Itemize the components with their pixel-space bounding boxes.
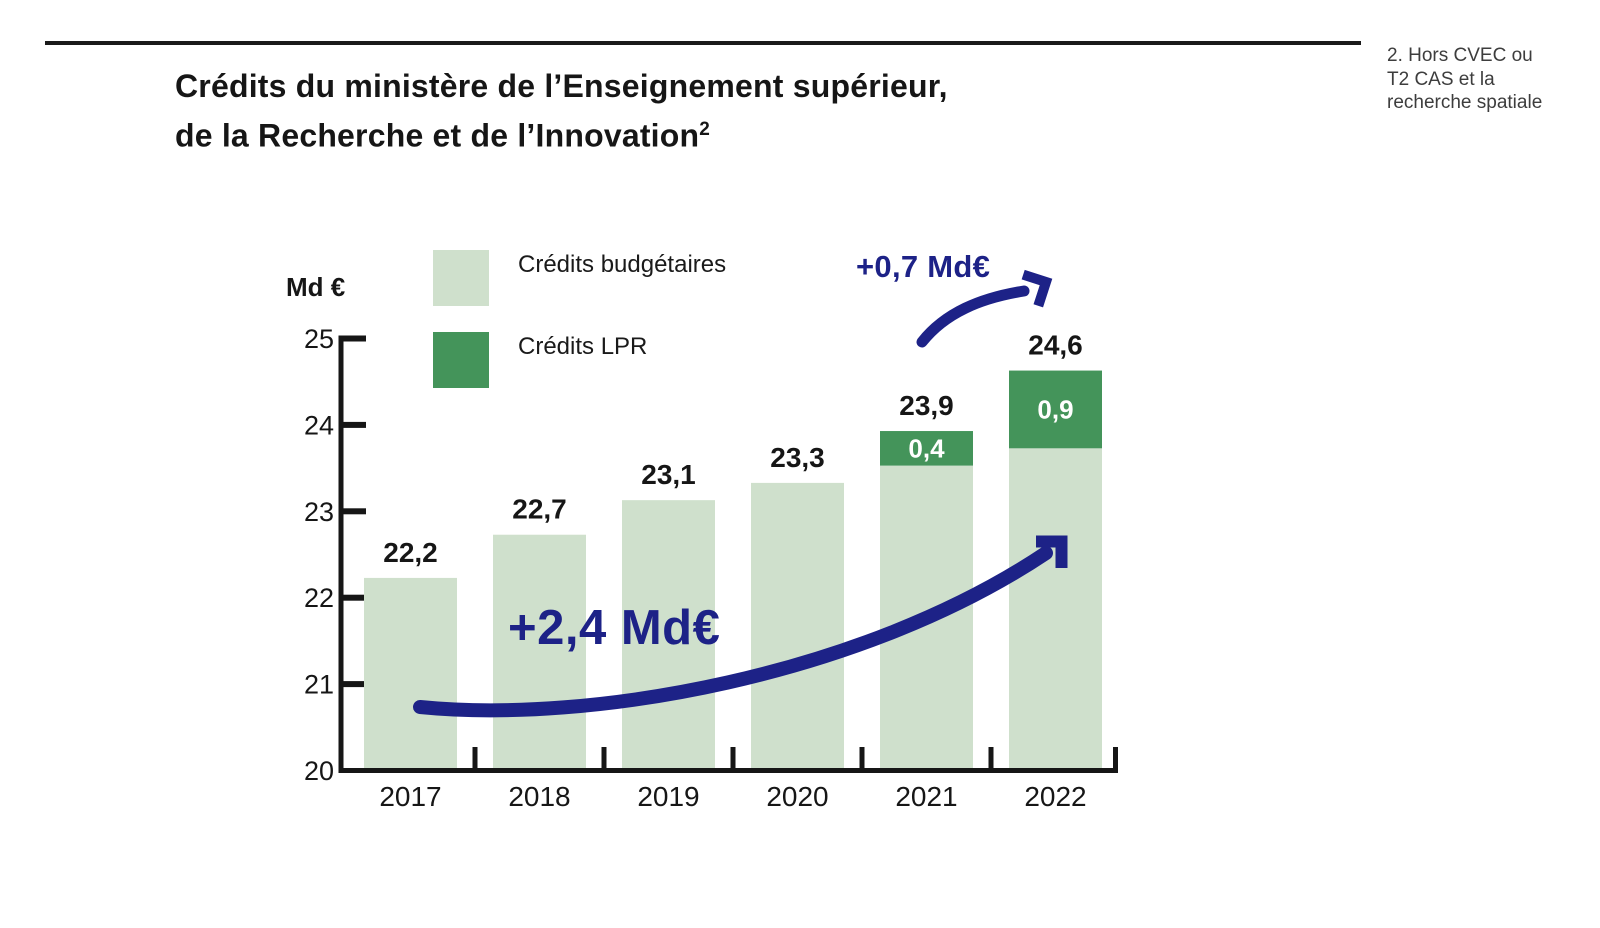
growth-arrow-last-year	[916, 269, 1053, 348]
x-axis-label-2018: 2018	[508, 781, 570, 812]
legend-swatch-icon	[433, 332, 489, 388]
x-tick-mark	[859, 747, 865, 768]
bar-credits-budgetaires-2020	[751, 482, 844, 768]
legend-item-credits-lpr: Crédits LPR	[433, 332, 726, 388]
y-tick-label-22: 22	[304, 583, 334, 613]
y-tick-label-20: 20	[304, 756, 334, 786]
x-tick-mark	[988, 747, 994, 768]
y-tick-label-23: 23	[304, 497, 334, 527]
page-title-line-1: Crédits du ministère de l’Enseignement s…	[175, 68, 948, 104]
y-tick-mark-25	[343, 335, 366, 342]
growth-arrow-last-year-head	[1021, 269, 1053, 308]
y-tick-mark-22	[343, 594, 366, 601]
x-axis-label-2021: 2021	[895, 781, 957, 812]
legend-label: Crédits budgétaires	[518, 251, 727, 278]
bar-total-label-2018: 22,7	[512, 494, 567, 525]
x-tick-mark	[730, 747, 736, 768]
x-axis-label-2022: 2022	[1024, 781, 1086, 812]
bar-total-label-2019: 23,1	[641, 459, 696, 490]
growth-arrow-total-shaft	[413, 546, 1053, 718]
page-title: Crédits du ministère de l’Enseignement s…	[175, 64, 948, 158]
y-tick-mark-23	[343, 508, 366, 515]
x-axis-line	[338, 768, 1118, 773]
labels-group: 20212223242522,2201722,7201823,1201923,3…	[304, 324, 1087, 812]
bar-segment-credits-lpr-2022	[1009, 370, 1102, 449]
bar-segment-label-2022: 0,9	[1037, 394, 1073, 424]
legend-label: Crédits LPR	[518, 333, 648, 360]
bar-credits-budgetaires-2017	[364, 577, 457, 768]
axis-ticks	[343, 335, 1118, 768]
y-tick-mark-21	[343, 681, 366, 688]
legend-swatch-icon	[433, 250, 489, 306]
footnote-line: recherche spatiale	[1387, 92, 1543, 113]
footnote-reference-superscript: 2	[699, 119, 711, 140]
annotation-last-year-increase: +0,7 Md€	[856, 249, 991, 284]
annotation-total-increase: +2,4 Md€	[508, 601, 721, 655]
x-axis-label-2020: 2020	[766, 781, 828, 812]
y-axis-unit-label: Md €	[286, 272, 346, 302]
bar-credits-budgetaires-2022	[1009, 448, 1102, 768]
growth-arrow-last-year-shaft	[916, 285, 1030, 348]
legend-item-credits-budgetaires: Crédits budgétaires	[433, 250, 726, 306]
bar-credits-budgetaires-2018	[493, 534, 586, 768]
y-tick-label-25: 25	[304, 324, 334, 354]
bar-segment-label-2021: 0,4	[908, 433, 945, 463]
y-tick-label-21: 21	[304, 670, 334, 700]
growth-arrow-total-head	[1036, 535, 1068, 568]
bar-total-label-2021: 23,9	[899, 390, 954, 421]
bar-segment-credits-lpr-2021	[880, 431, 973, 466]
top-divider-rule	[45, 41, 1361, 45]
y-tick-label-24: 24	[304, 410, 334, 440]
footnote-line: 2. Hors CVEC ou	[1387, 45, 1533, 66]
y-axis-line	[338, 335, 344, 773]
x-tick-mark-end	[1113, 747, 1118, 768]
chart-legend: Crédits budgétaires Crédits LPR	[433, 250, 726, 414]
bar-total-label-2017: 22,2	[383, 537, 438, 568]
x-axis-label-2017: 2017	[379, 781, 441, 812]
x-axis-label-2019: 2019	[637, 781, 699, 812]
bar-total-label-2020: 23,3	[770, 442, 825, 473]
footnote: 2. Hors CVEC ou T2 CAS et la recherche s…	[1387, 44, 1557, 115]
bar-total-label-2022: 24,6	[1028, 330, 1083, 361]
x-tick-mark	[601, 747, 607, 768]
growth-arrow-total	[413, 535, 1068, 718]
y-tick-mark-24	[343, 421, 366, 428]
bar-credits-budgetaires-2019	[622, 500, 715, 768]
page-title-line-2: de la Recherche et de l’Innovation2	[175, 117, 711, 154]
footnote-line: T2 CAS et la	[1387, 68, 1495, 90]
x-tick-mark	[472, 747, 478, 768]
